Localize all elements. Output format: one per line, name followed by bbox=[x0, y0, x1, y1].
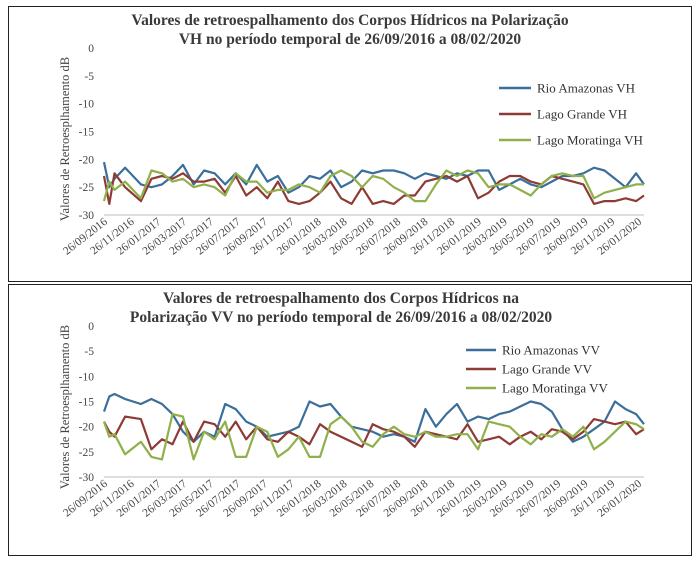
legend-label-0: Rio Amazonas VH bbox=[537, 81, 635, 96]
series-line-2 bbox=[102, 413, 645, 461]
chart-vh: Valores de retroespalhamento dos Corpos … bbox=[58, 12, 645, 258]
series-line-1 bbox=[103, 415, 645, 451]
y-tick-label: 0 bbox=[88, 321, 94, 333]
chart-panel-vh: Valores de retroespalhamento dos Corpos … bbox=[8, 6, 692, 282]
y-tick-label: -25 bbox=[79, 182, 95, 194]
y-tick-label: -25 bbox=[79, 447, 95, 459]
legend-label-2: Lago Moratinga VV bbox=[502, 381, 609, 396]
y-axis-label: Valores de Retroesplhamento dB bbox=[58, 57, 72, 221]
y-tick-label: -15 bbox=[79, 127, 95, 139]
y-tick-label: -5 bbox=[84, 71, 94, 83]
chart-title-line1: Valores de retroespalhamento dos Corpos … bbox=[163, 290, 519, 307]
legend-label-1: Lago Grande VV bbox=[502, 362, 593, 377]
series-line-1 bbox=[102, 172, 645, 205]
series-line-0 bbox=[102, 392, 645, 443]
legend-label-0: Rio Amazonas VV bbox=[502, 343, 601, 358]
y-axis-label: Valores de Retroesplhamento dB bbox=[58, 325, 72, 489]
y-tick-label: -20 bbox=[79, 422, 95, 434]
legend-label-2: Lago Moratinga VH bbox=[537, 133, 643, 148]
legend-label-1: Lago Grande VH bbox=[537, 107, 627, 122]
y-tick-label: -20 bbox=[79, 154, 95, 166]
y-tick-label: -30 bbox=[79, 472, 95, 484]
y-tick-label: -30 bbox=[79, 210, 95, 222]
y-tick-label: -10 bbox=[79, 371, 95, 383]
series-line-2 bbox=[102, 169, 644, 203]
y-tick-label: -10 bbox=[79, 99, 95, 111]
y-tick-label: 0 bbox=[88, 43, 94, 55]
chart-panel-vv: Valores de retroespalhamento dos Corpos … bbox=[8, 284, 692, 556]
y-tick-label: -5 bbox=[84, 346, 94, 358]
chart-vv: Valores de retroespalhamento dos Corpos … bbox=[58, 290, 645, 520]
chart-title-line2: Polarização VV no período temporal de 26… bbox=[130, 309, 552, 326]
chart-title-line2: VH no período temporal de 26/09/2016 a 0… bbox=[179, 31, 522, 48]
chart-title-line1: Valores de retroespalhamento dos Corpos … bbox=[131, 12, 569, 29]
y-tick-label: -15 bbox=[79, 397, 95, 409]
